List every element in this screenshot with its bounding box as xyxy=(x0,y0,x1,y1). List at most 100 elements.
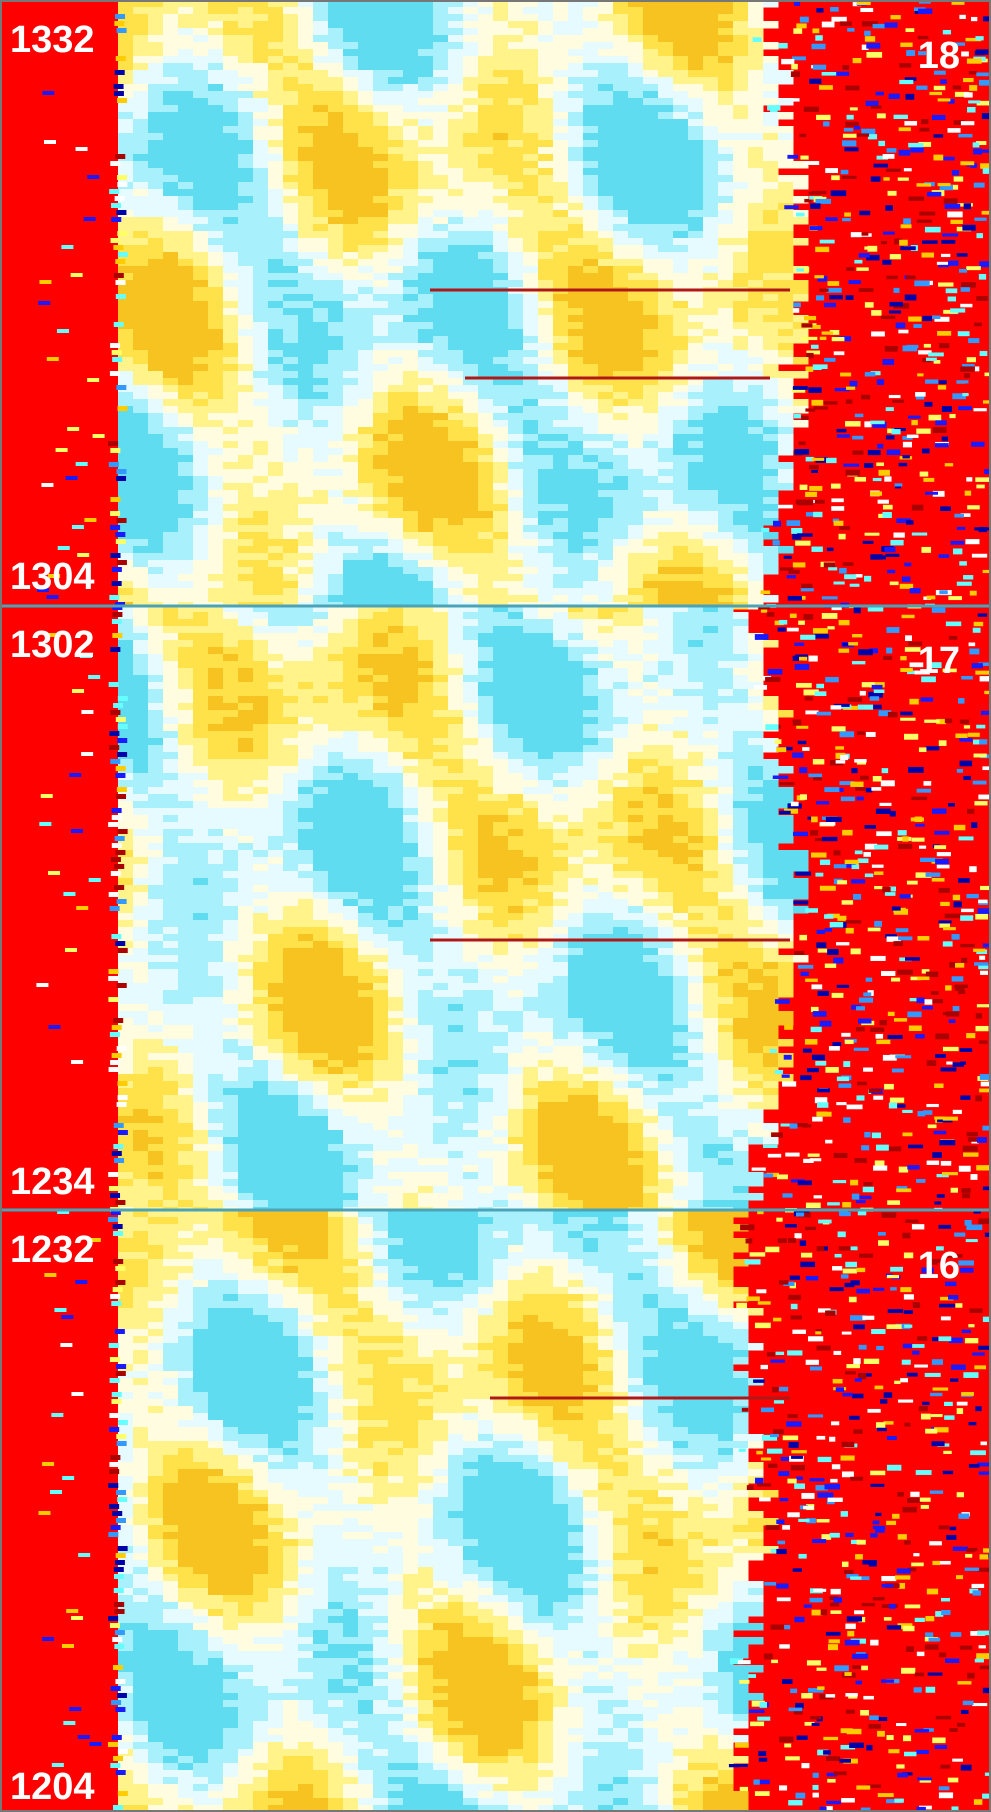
heatmap-cell xyxy=(718,385,734,393)
heatmap-cell xyxy=(253,378,269,386)
heatmap-cell xyxy=(568,217,584,225)
speck xyxy=(84,518,96,522)
heatmap-cell xyxy=(418,553,434,561)
heatmap-cell xyxy=(463,553,479,561)
heatmap-cell xyxy=(598,322,614,330)
heatmap-cell xyxy=(463,21,479,29)
heatmap-cell xyxy=(583,661,599,669)
speck xyxy=(868,134,877,139)
heatmap-cell xyxy=(418,633,434,641)
heatmap-cell xyxy=(598,238,614,246)
heatmap-cell xyxy=(538,273,554,281)
heatmap-cell xyxy=(253,14,269,22)
heatmap-cell xyxy=(673,196,689,204)
heatmap-cell xyxy=(778,147,794,155)
heatmap-cell xyxy=(553,476,569,484)
speck xyxy=(876,462,884,466)
heatmap-cell xyxy=(178,322,194,330)
heatmap-cell xyxy=(538,224,554,232)
heatmap-cell xyxy=(283,161,299,169)
heatmap-cell xyxy=(148,308,164,316)
heatmap-cell xyxy=(568,133,584,141)
heatmap-cell xyxy=(238,168,254,176)
heatmap-cell xyxy=(478,560,494,568)
heatmap-cell xyxy=(193,175,209,183)
heatmap-cell xyxy=(328,675,344,683)
heatmap-cell xyxy=(418,539,434,547)
heatmap-cell xyxy=(583,161,599,169)
heatmap-cell xyxy=(208,539,224,547)
heatmap-cell xyxy=(718,518,734,526)
heatmap-cell xyxy=(283,661,299,669)
heatmap-cell xyxy=(493,448,509,456)
heatmap-cell xyxy=(328,280,344,288)
speck xyxy=(847,28,854,32)
heatmap-cell xyxy=(433,189,449,197)
heatmap-cell xyxy=(328,626,344,634)
heatmap-cell xyxy=(523,315,539,323)
heatmap-cell xyxy=(268,189,284,197)
heatmap-cell xyxy=(658,385,674,393)
heatmap-cell xyxy=(733,476,749,484)
heatmap-cell xyxy=(478,322,494,330)
heatmap-cell xyxy=(418,147,434,155)
heatmap-cell xyxy=(313,525,329,533)
heatmap-cell xyxy=(343,315,359,323)
heatmap-cell xyxy=(283,315,299,323)
heatmap-cell xyxy=(493,567,509,575)
heatmap-cell xyxy=(613,497,629,505)
speck xyxy=(883,359,895,365)
heatmap-cell xyxy=(358,619,374,627)
heatmap-cell xyxy=(628,343,644,351)
heatmap-cell xyxy=(718,581,734,589)
heatmap-cell xyxy=(448,350,464,358)
heatmap-cell xyxy=(628,640,644,648)
heatmap-cell xyxy=(703,539,719,547)
heatmap-cell xyxy=(433,7,449,15)
heatmap-cell xyxy=(628,7,644,15)
heatmap-cell xyxy=(673,619,689,627)
heatmap-cell xyxy=(343,525,359,533)
heatmap-cell xyxy=(628,14,644,22)
heatmap-cell xyxy=(328,560,344,568)
speck xyxy=(853,58,862,63)
heatmap-cell xyxy=(658,539,674,547)
heatmap-cell xyxy=(253,259,269,267)
heatmap-cell xyxy=(313,668,329,676)
heatmap-cell xyxy=(313,28,329,36)
speck xyxy=(969,642,976,646)
heatmap-cell xyxy=(598,420,614,428)
heatmap-cell xyxy=(658,525,674,533)
heatmap-cell xyxy=(133,287,149,295)
heatmap-cell xyxy=(313,640,329,648)
heatmap-cell xyxy=(298,238,314,246)
heatmap-cell xyxy=(523,42,539,50)
heatmap-cell xyxy=(733,280,749,288)
heatmap-cell xyxy=(628,539,644,547)
heatmap-cell xyxy=(283,231,299,239)
speck xyxy=(830,7,839,12)
heatmap-cell xyxy=(223,364,239,372)
heatmap-cell xyxy=(463,315,479,323)
heatmap-cell xyxy=(763,413,779,421)
heatmap-cell xyxy=(598,455,614,463)
heatmap-cell xyxy=(448,626,464,634)
heatmap-cell xyxy=(268,385,284,393)
heatmap-cell xyxy=(373,63,389,71)
heatmap-cell xyxy=(283,224,299,232)
heatmap-cell xyxy=(433,612,449,620)
heatmap-cell xyxy=(703,259,719,267)
heatmap-cell xyxy=(613,441,629,449)
heatmap-cell xyxy=(313,105,329,113)
heatmap-cell xyxy=(118,490,134,498)
heatmap-cell xyxy=(493,21,509,29)
heatmap-cell xyxy=(508,147,524,155)
heatmap-cell xyxy=(763,553,779,561)
heatmap-cell xyxy=(373,56,389,64)
heatmap-cell xyxy=(448,217,464,225)
heatmap-cell xyxy=(298,511,314,519)
heatmap-cell xyxy=(478,532,494,540)
heatmap-cell xyxy=(568,343,584,351)
speck xyxy=(814,634,829,639)
heatmap-cell xyxy=(388,189,404,197)
